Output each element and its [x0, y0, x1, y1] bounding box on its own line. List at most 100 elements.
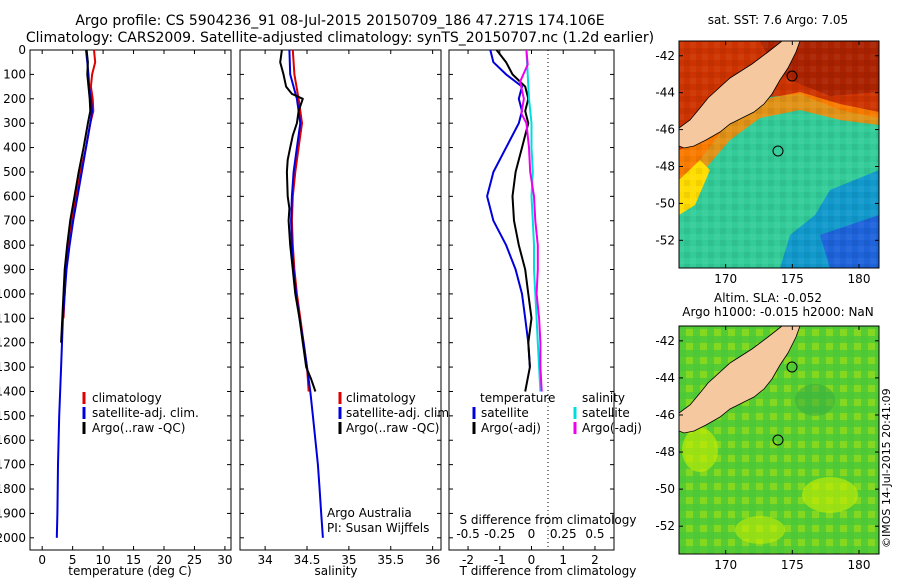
legend-label-climatology: climatology [346, 391, 416, 405]
salinity-axes-frame [239, 49, 442, 551]
latitude-tick-label: -52 [655, 233, 675, 247]
latitude-tick-label: -46 [655, 408, 675, 422]
legend-label-satellite: satellite-adj. clim. [92, 406, 199, 420]
depth-tick-label: 200 [3, 92, 26, 106]
sla-map-axes: 170 175 180 -42 -44 -46 -48 -50 -52 [655, 326, 879, 572]
depth-tick-label: 900 [3, 263, 26, 277]
depth-tick-label: 1800 [0, 482, 26, 496]
longitude-tick-label: 175 [781, 272, 804, 286]
sst-float-marker [772, 145, 784, 157]
temperature-legend: climatology satellite-adj. clim. Argo(..… [82, 391, 199, 435]
depth-tick-label: 1200 [0, 336, 26, 350]
legend-label-t-argo: Argo(-adj) [481, 421, 541, 435]
latitude-tick-label: -48 [655, 445, 675, 459]
depth-tick-label: 1100 [0, 311, 26, 325]
s-diff-tick-label: 0.5 [585, 527, 604, 541]
s-difference-label: S difference from climatology [460, 513, 637, 527]
salinity-panel: 34 34.5 35 35.5 36 salinity climatology sate… [239, 49, 453, 578]
legend-label-argo: Argo(..raw -QC) [92, 421, 185, 435]
x-tick-label: 34.5 [294, 553, 321, 567]
new-zealand-landmass [679, 326, 801, 434]
salinity-series [279, 50, 324, 538]
latitude-tick-label: -44 [655, 371, 675, 385]
depth-tick-label: 300 [3, 116, 26, 130]
s-diff-tick-label: 0 [528, 527, 536, 541]
longitude-tick-label: 175 [781, 558, 804, 572]
x-tick-label: 30 [217, 553, 232, 567]
longitude-tick-label: 170 [714, 272, 737, 286]
x-tick-label: 1 [559, 553, 567, 567]
longitude-tick-label: 170 [714, 558, 737, 572]
depth-tick-label: 500 [3, 165, 26, 179]
legend-label-argo: Argo(..raw -QC) [346, 421, 439, 435]
legend-label-climatology: climatology [92, 391, 162, 405]
depth-tick-label: 100 [3, 67, 26, 81]
legend-title-temperature: temperature [480, 391, 555, 405]
temperature-series [55, 50, 97, 538]
depth-tick-label: 1900 [0, 506, 26, 520]
x-tick-label: -1 [494, 553, 506, 567]
x-tick-label: 34 [257, 553, 272, 567]
institution-note: Argo Australia [327, 506, 412, 520]
temperature-panel: 0100200300400500600700800900100011001200… [0, 43, 233, 578]
sla-float-marker [772, 434, 784, 446]
series-line-argo-raw-qc- [279, 50, 317, 392]
depth-tick-label: 1700 [0, 458, 26, 472]
x-tick-label: 15 [126, 553, 141, 567]
salinity-depth-ticks [240, 49, 441, 539]
x-tick-label: 0 [38, 553, 46, 567]
t-difference-label: T difference from climatology [459, 564, 637, 578]
depth-tick-label: 800 [3, 238, 26, 252]
legend-label-s-argo: Argo(-adj) [582, 421, 642, 435]
series-line-temperature-satellite [486, 50, 531, 368]
depth-tick-label: 1500 [0, 409, 26, 423]
depth-tick-label: 1400 [0, 384, 26, 398]
x-tick-label: -2 [462, 553, 474, 567]
salinity-legend: climatology satellite-adj. clim. Argo(..… [338, 391, 453, 435]
sla-minor-marker [786, 361, 798, 373]
legend-label-t-satellite: satellite [481, 406, 529, 420]
x-tick-label: 20 [156, 553, 171, 567]
legend-label-s-satellite: satellite [582, 406, 630, 420]
sla-map-title-line1: Altim. SLA: -0.052 [714, 291, 822, 305]
x-tick-label: 35.5 [377, 553, 404, 567]
difference-series [486, 50, 543, 392]
latitude-tick-label: -48 [655, 159, 675, 173]
sst-map-title: sat. SST: 7.6 Argo: 7.05 [708, 13, 848, 27]
sla-map-image [679, 326, 879, 554]
s-diff-tick-label: -0.5 [456, 527, 479, 541]
series-line-salinity-satellite [525, 50, 542, 392]
s-difference-axis: -0.5 -0.25 0 0.25 0.5 [456, 527, 604, 541]
difference-legend: temperature salinity satellite Argo(-adj… [472, 391, 642, 435]
temperature-axes-frame [29, 49, 232, 551]
s-diff-tick-label: -0.25 [484, 527, 515, 541]
longitude-tick-label: 180 [848, 272, 871, 286]
depth-tick-label: 1600 [0, 433, 26, 447]
depth-tick-label: 1300 [0, 360, 26, 374]
depth-tick-label: 600 [3, 189, 26, 203]
legend-label-satellite: satellite-adj. clim. [346, 406, 453, 420]
sst-map: sat. SST: 7.6 Argo: 7.05 170 175 180 -42 -44… [655, 13, 880, 286]
figure-title-line2: Climatology: CARS2009. Satellite-adjuste… [26, 30, 654, 46]
depth-axis: 0 100 200 300 400 500 600 700 800 900 1000 1100 1200… [0, 43, 231, 545]
legend-title-salinity: salinity [582, 391, 625, 405]
depth-tick-label: 400 [3, 141, 26, 155]
latitude-tick-label: -42 [655, 49, 675, 63]
x-tick-label: 0 [528, 553, 536, 567]
x-tick-label: 2 [591, 553, 599, 567]
series-line-argo-raw-qc- [60, 50, 92, 343]
figure-title-line1: Argo profile: CS 5904236_91 08-Jul-2015 … [75, 13, 604, 29]
temperature-axis: 0 5 10 15 20 25 30 [38, 50, 233, 567]
latitude-tick-label: -44 [655, 86, 675, 100]
sst-map-frame [678, 40, 880, 269]
latitude-tick-label: -50 [655, 482, 675, 496]
latitude-tick-label: -52 [655, 519, 675, 533]
sst-map-image [679, 41, 879, 268]
sla-yellow-patch [802, 477, 858, 513]
pi-note: PI: Susan Wijffels [327, 521, 429, 535]
sla-dark-patch [795, 384, 835, 416]
series-line-salinity-argo-adj- [519, 50, 543, 392]
x-tick-label: 10 [95, 553, 110, 567]
latitude-tick-label: -50 [655, 196, 675, 210]
